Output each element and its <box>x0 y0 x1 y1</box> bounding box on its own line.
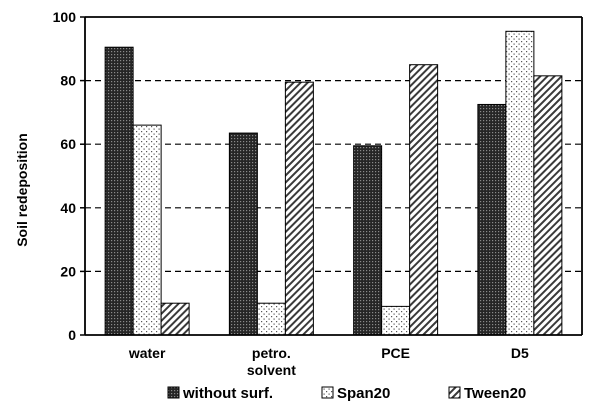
bar-without-surf <box>228 132 258 336</box>
bars <box>104 30 563 336</box>
x-category-label: water <box>128 345 166 361</box>
legend-swatch <box>321 386 334 399</box>
y-axis-title: Soil redeposition <box>14 133 30 247</box>
bar-span20 <box>256 302 286 336</box>
y-tick-label: 0 <box>68 327 76 343</box>
y-tick-label: 20 <box>60 263 76 279</box>
legend-label: without surf. <box>182 385 273 402</box>
bar-tween20 <box>533 75 563 336</box>
x-category-label: PCE <box>381 345 410 361</box>
x-category-label: D5 <box>511 345 529 361</box>
legend-label: Span20 <box>337 385 390 402</box>
y-tick-label: 80 <box>60 73 76 89</box>
x-category-label: petro. solvent <box>247 345 296 378</box>
y-tick-label: 40 <box>60 200 76 216</box>
axes <box>84 16 583 336</box>
legend-label: Tween20 <box>464 385 526 402</box>
bar-tween20 <box>160 302 190 336</box>
bar-without-surf <box>104 46 134 336</box>
bar-tween20 <box>284 81 314 336</box>
bar-without-surf <box>477 103 507 336</box>
bar-span20 <box>381 305 411 336</box>
bar-tween20 <box>409 64 439 336</box>
x-category-labels: water petro. solvent PCE D5 <box>128 345 529 378</box>
y-tick-labels: 0 20 40 60 80 100 <box>53 9 85 343</box>
bar-without-surf <box>353 145 383 336</box>
legend-swatch <box>167 386 180 399</box>
y-tick-label: 60 <box>60 136 76 152</box>
legend-swatch <box>448 386 461 399</box>
legend: without surf. Span20 Tween20 <box>167 385 526 402</box>
bar-span20 <box>132 124 162 336</box>
y-tick-label: 100 <box>53 9 77 25</box>
bar-span20 <box>505 30 535 336</box>
